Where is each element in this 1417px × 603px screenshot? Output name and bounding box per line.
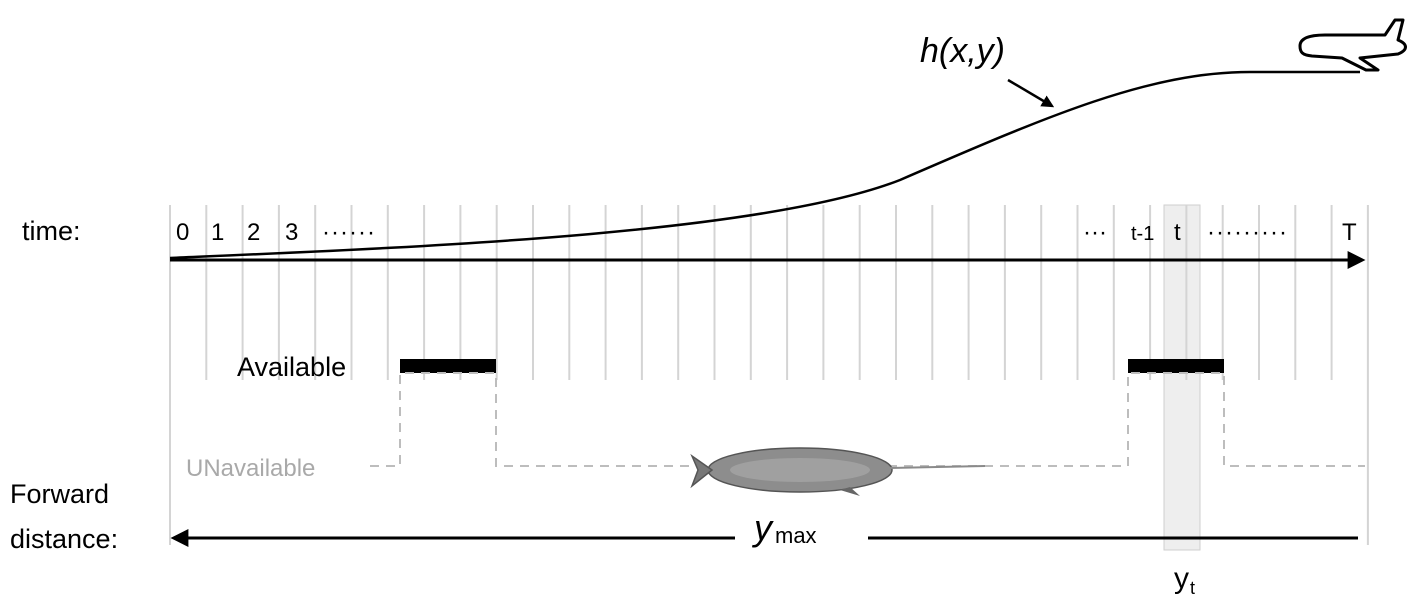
time-tick-labels: 0 1 2 3 t-1 t T: [176, 219, 1357, 246]
ymax-label: y max: [751, 507, 817, 548]
detection-curve: [169, 70, 1360, 260]
yt-label: yt: [1174, 562, 1195, 598]
available-label: Available: [237, 352, 346, 382]
available-bar-1: [400, 359, 496, 373]
time-label: time:: [22, 216, 81, 246]
time-gridlines: [169, 205, 1369, 545]
t-column-highlight: [1163, 204, 1201, 551]
dots-middle: ···: [1083, 219, 1107, 246]
time-tick-label: 3: [285, 219, 298, 246]
dots-left: ······: [322, 219, 376, 246]
unavailable-dashed-path: [370, 372, 1365, 467]
time-tick-label: 0: [176, 219, 189, 246]
forward-distance-label-line1: Forward: [10, 479, 109, 509]
narwhal-icon: [690, 447, 986, 496]
time-tick-label: 1: [211, 219, 224, 246]
time-tick-label: T: [1342, 219, 1357, 246]
unavailable-label: UNavailable: [186, 455, 315, 482]
curve-label-arrow: [1007, 78, 1055, 108]
time-tick-label: t-1: [1131, 223, 1154, 245]
dots-right: ·········: [1207, 219, 1288, 246]
time-tick-label: t: [1174, 219, 1181, 246]
time-tick-label: 2: [247, 219, 260, 246]
curve-label: h(x,y): [920, 32, 1005, 70]
available-bar-2: [1128, 359, 1224, 373]
forward-distance-label-line2: distance:: [10, 524, 118, 554]
airplane-icon: [1298, 18, 1407, 72]
